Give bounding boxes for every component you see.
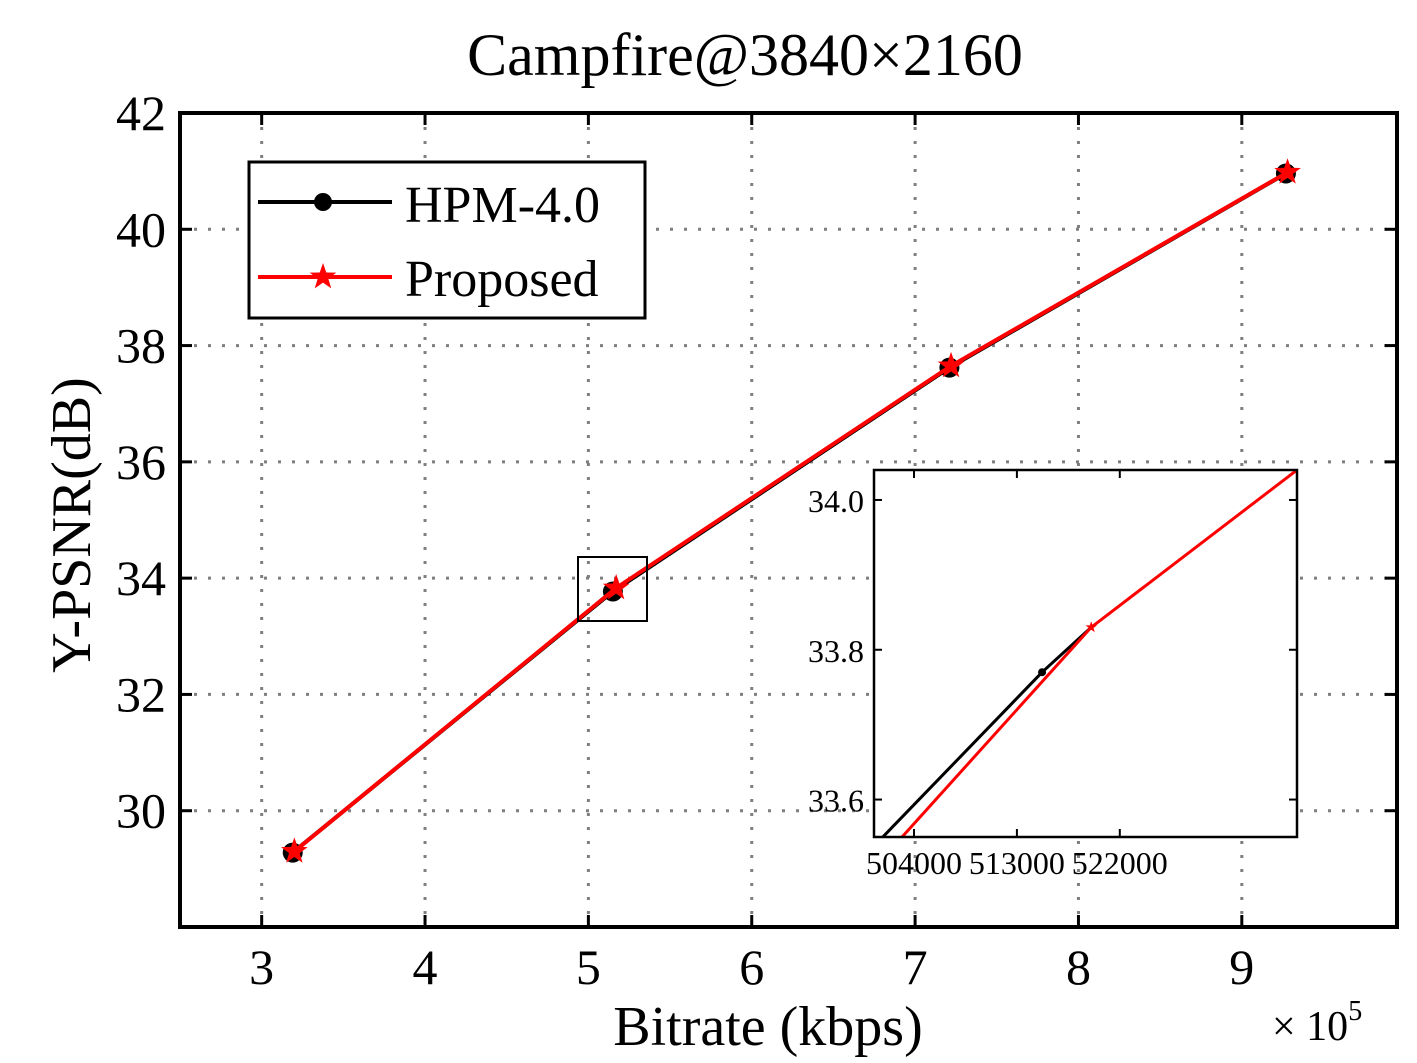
legend: HPM-4.0 Proposed — [247, 160, 647, 320]
plot-border — [178, 111, 1399, 929]
inset-x-tick-label: 504000 — [866, 845, 962, 881]
x-multiplier-exponent: 5 — [1348, 996, 1362, 1027]
x-tick-label: 8 — [1066, 939, 1091, 995]
data-point-proposed — [602, 574, 630, 600]
x-tick-label: 4 — [413, 939, 438, 995]
chart-title: Campfire@3840×2160 — [467, 22, 1023, 88]
inset-y-tick-label: 34.0 — [808, 483, 864, 519]
inset-y-tick-label: 33.8 — [808, 633, 864, 669]
y-tick-label: 40 — [116, 201, 166, 257]
y-tick-label: 36 — [116, 434, 166, 490]
data-point-proposed — [1274, 158, 1301, 184]
inset-point-hpm — [1038, 668, 1047, 677]
y-tick-label: 42 — [116, 85, 166, 141]
series-line-1 — [293, 170, 1289, 853]
x-multiplier: × 105 — [1272, 996, 1362, 1050]
y-tick-label: 30 — [116, 783, 166, 839]
x-tick-label: 9 — [1229, 939, 1254, 995]
inset-y-tick-label: 33.6 — [808, 783, 864, 819]
legend-marker-proposed — [309, 263, 337, 289]
data-point-proposed — [937, 351, 965, 378]
y-tick-label: 38 — [116, 318, 166, 374]
inset-border — [872, 468, 1299, 839]
legend-box — [247, 160, 647, 320]
x-axis-label: Bitrate (kbps) — [613, 996, 922, 1058]
x-tick-label: 5 — [576, 939, 601, 995]
y-tick-label: 34 — [116, 550, 166, 606]
legend-label-hpm: HPM-4.0 — [405, 177, 600, 234]
inset-x-tick-label: 522000 — [1072, 845, 1168, 881]
data-point-proposed — [281, 837, 308, 863]
inset-x-tick-label: 513000 — [969, 845, 1065, 881]
legend-marker-hpm — [314, 193, 332, 211]
inset-point-proposed — [1085, 621, 1097, 633]
x-tick-label: 7 — [903, 939, 928, 995]
x-tick-label: 3 — [249, 939, 274, 995]
x-tick-label: 6 — [739, 939, 764, 995]
inset-frame — [874, 470, 1297, 837]
legend-label-proposed: Proposed — [405, 251, 599, 308]
y-tick-label: 32 — [116, 666, 166, 722]
zoom-region-box — [577, 556, 648, 622]
y-axis-label: Y-PSNR(dB) — [41, 377, 103, 673]
